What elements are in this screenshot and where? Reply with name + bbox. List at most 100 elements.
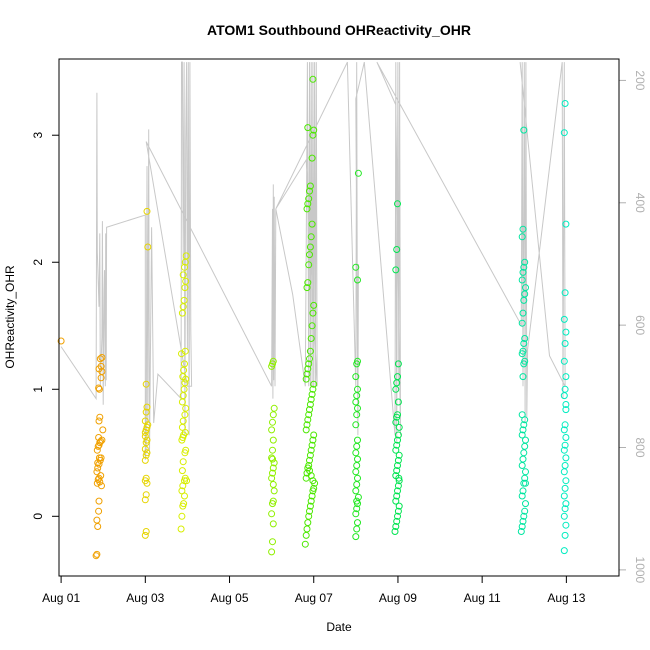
- data-point-series-4: [308, 390, 316, 398]
- data-point-series-4: [305, 512, 313, 520]
- data-point-series-4: [308, 154, 316, 162]
- data-point-series-1: [141, 496, 149, 504]
- data-point-series-6: [394, 436, 401, 444]
- data-point-series-6: [393, 517, 401, 525]
- data-point-series-6: [393, 492, 401, 500]
- data-point-series-4: [310, 484, 318, 492]
- data-point-series-7: [518, 462, 526, 469]
- data-point-series-7: [519, 373, 527, 381]
- data-point-series-2: [183, 477, 191, 485]
- data-point-series-0: [99, 426, 107, 434]
- data-point-series-4: [306, 507, 313, 515]
- data-point-series-2: [178, 350, 185, 358]
- data-point-series-6: [392, 385, 400, 393]
- data-point-series-6: [395, 477, 403, 485]
- data-point-series-8: [561, 484, 569, 492]
- data-point-series-1: [141, 456, 149, 464]
- data-point-series-8: [561, 289, 569, 297]
- data-point-series-4: [307, 395, 315, 403]
- data-point-series-2: [179, 271, 187, 279]
- data-point-series-4: [305, 411, 313, 419]
- data-point-series-5: [352, 468, 360, 476]
- data-point-series-0: [95, 385, 103, 393]
- data-point-series-2: [178, 467, 186, 475]
- data-points-layer: [57, 75, 570, 560]
- data-point-series-6: [394, 398, 402, 406]
- data-point-series-1: [143, 436, 151, 444]
- data-point-series-5: [354, 493, 362, 501]
- y-tick-label: 3: [31, 132, 45, 139]
- data-point-series-3: [269, 469, 276, 477]
- data-point-series-4: [310, 126, 318, 134]
- data-point-series-6: [394, 482, 402, 490]
- data-point-series-7: [522, 468, 529, 476]
- data-point-series-7: [522, 284, 529, 292]
- data-point-series-4: [306, 251, 313, 259]
- data-point-series-6: [394, 512, 401, 520]
- data-point-series-0: [96, 413, 104, 421]
- data-point-series-4: [309, 309, 317, 317]
- data-point-series-7: [521, 507, 529, 515]
- data-point-series-2: [179, 458, 187, 466]
- data-point-series-4: [302, 375, 310, 383]
- data-point-series-4: [306, 187, 313, 195]
- data-point-series-6: [394, 411, 401, 419]
- data-point-series-0: [57, 337, 65, 345]
- data-point-series-4: [304, 519, 312, 527]
- data-point-series-3: [269, 357, 277, 365]
- data-point-series-1: [143, 449, 151, 457]
- data-point-series-5: [353, 497, 361, 505]
- data-point-series-1: [143, 403, 151, 411]
- data-point-series-5: [353, 411, 361, 419]
- data-point-series-8: [561, 441, 569, 449]
- data-point-series-6: [394, 431, 402, 439]
- x-tick-label: Aug 09: [379, 591, 417, 605]
- x-tick-label: Aug 05: [211, 591, 249, 605]
- x-tick-label: Aug 03: [126, 591, 164, 605]
- data-point-series-8: [561, 421, 569, 429]
- data-point-series-1: [142, 528, 150, 535]
- data-point-series-1: [144, 243, 152, 251]
- data-point-series-0: [95, 417, 103, 425]
- data-point-series-2: [181, 379, 189, 387]
- y-tick-label: 2: [31, 259, 45, 266]
- data-point-series-0: [92, 552, 100, 560]
- data-point-series-1: [142, 380, 150, 388]
- data-point-series-5: [354, 404, 361, 412]
- data-point-series-3: [269, 436, 277, 444]
- data-point-series-0: [93, 468, 101, 476]
- data-point-series-8: [562, 500, 570, 508]
- data-point-series-4: [303, 205, 311, 213]
- right-axis-tick-label: 200: [633, 70, 647, 90]
- data-point-series-2: [182, 404, 190, 412]
- data-point-series-3: [269, 446, 276, 454]
- data-point-series-4: [309, 75, 317, 83]
- data-point-series-6: [392, 497, 400, 505]
- data-point-series-0: [95, 507, 103, 515]
- data-point-series-4: [305, 261, 313, 269]
- data-point-series-6: [392, 446, 400, 454]
- data-point-series-4: [306, 355, 313, 363]
- data-point-series-8: [560, 392, 568, 400]
- data-point-series-4: [304, 124, 312, 132]
- data-point-series-4: [309, 385, 317, 393]
- data-point-series-1: [141, 417, 149, 425]
- data-point-series-7: [518, 319, 526, 327]
- data-point-series-5: [354, 474, 361, 482]
- altitude-trace-layer: [60, 61, 566, 460]
- data-point-series-7: [519, 455, 527, 463]
- data-point-series-0: [94, 523, 102, 530]
- data-point-series-3: [268, 548, 276, 556]
- data-point-series-2: [180, 296, 188, 304]
- data-point-series-8: [562, 477, 570, 485]
- data-point-series-7: [518, 431, 526, 439]
- data-point-series-5: [354, 519, 361, 527]
- data-point-series-5: [354, 169, 362, 177]
- data-point-series-5: [353, 525, 361, 533]
- data-point-series-7: [521, 357, 529, 365]
- data-point-series-0: [94, 459, 102, 467]
- data-point-series-6: [394, 507, 402, 515]
- data-point-series-8: [561, 340, 569, 347]
- data-point-series-4: [301, 540, 309, 548]
- data-point-series-4: [308, 322, 316, 330]
